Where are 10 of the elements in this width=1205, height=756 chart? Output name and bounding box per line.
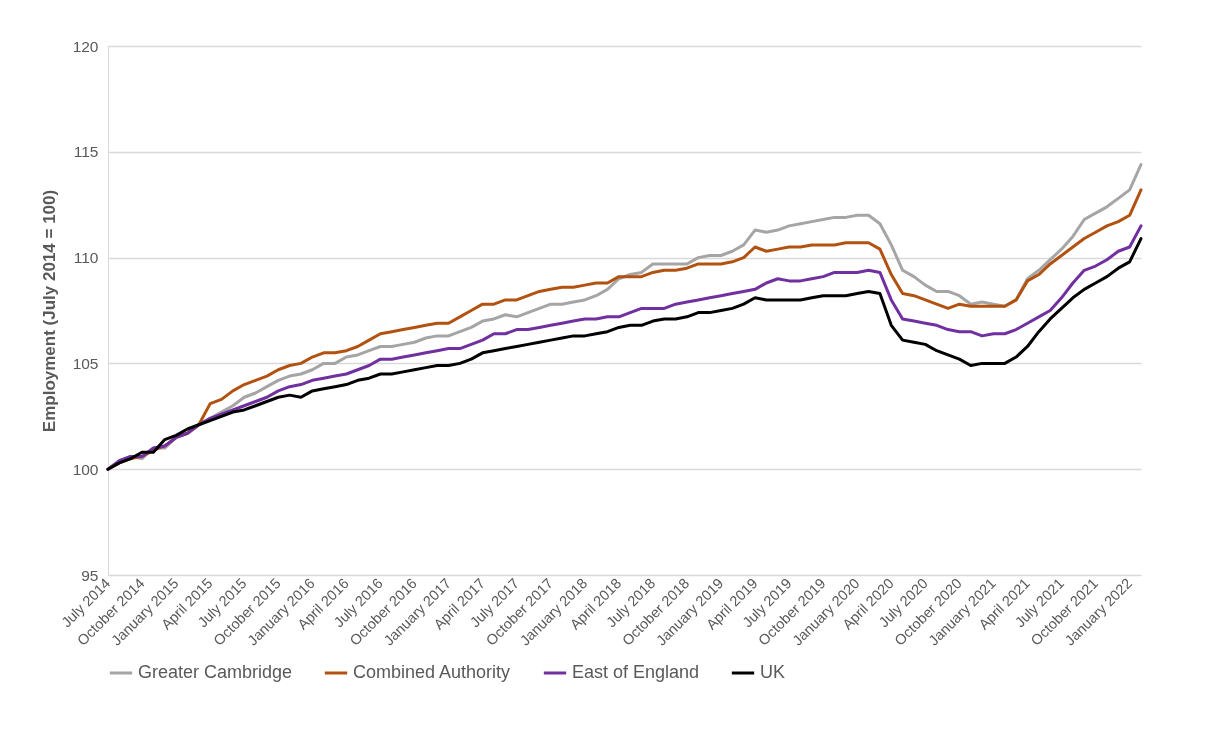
y-tick-label: 105 bbox=[72, 354, 99, 372]
legend-label: Greater Cambridge bbox=[138, 662, 293, 682]
y-tick-label: 115 bbox=[73, 143, 99, 161]
legend-label: East of England bbox=[572, 662, 700, 682]
y-tick-label: 120 bbox=[72, 37, 99, 55]
legend-label: UK bbox=[760, 662, 786, 682]
y-axis-title: Employment (July 2014 = 100) bbox=[39, 189, 59, 433]
legend-label: Combined Authority bbox=[353, 662, 511, 682]
y-tick-label: 110 bbox=[73, 249, 99, 267]
y-tick-label: 100 bbox=[72, 460, 99, 478]
